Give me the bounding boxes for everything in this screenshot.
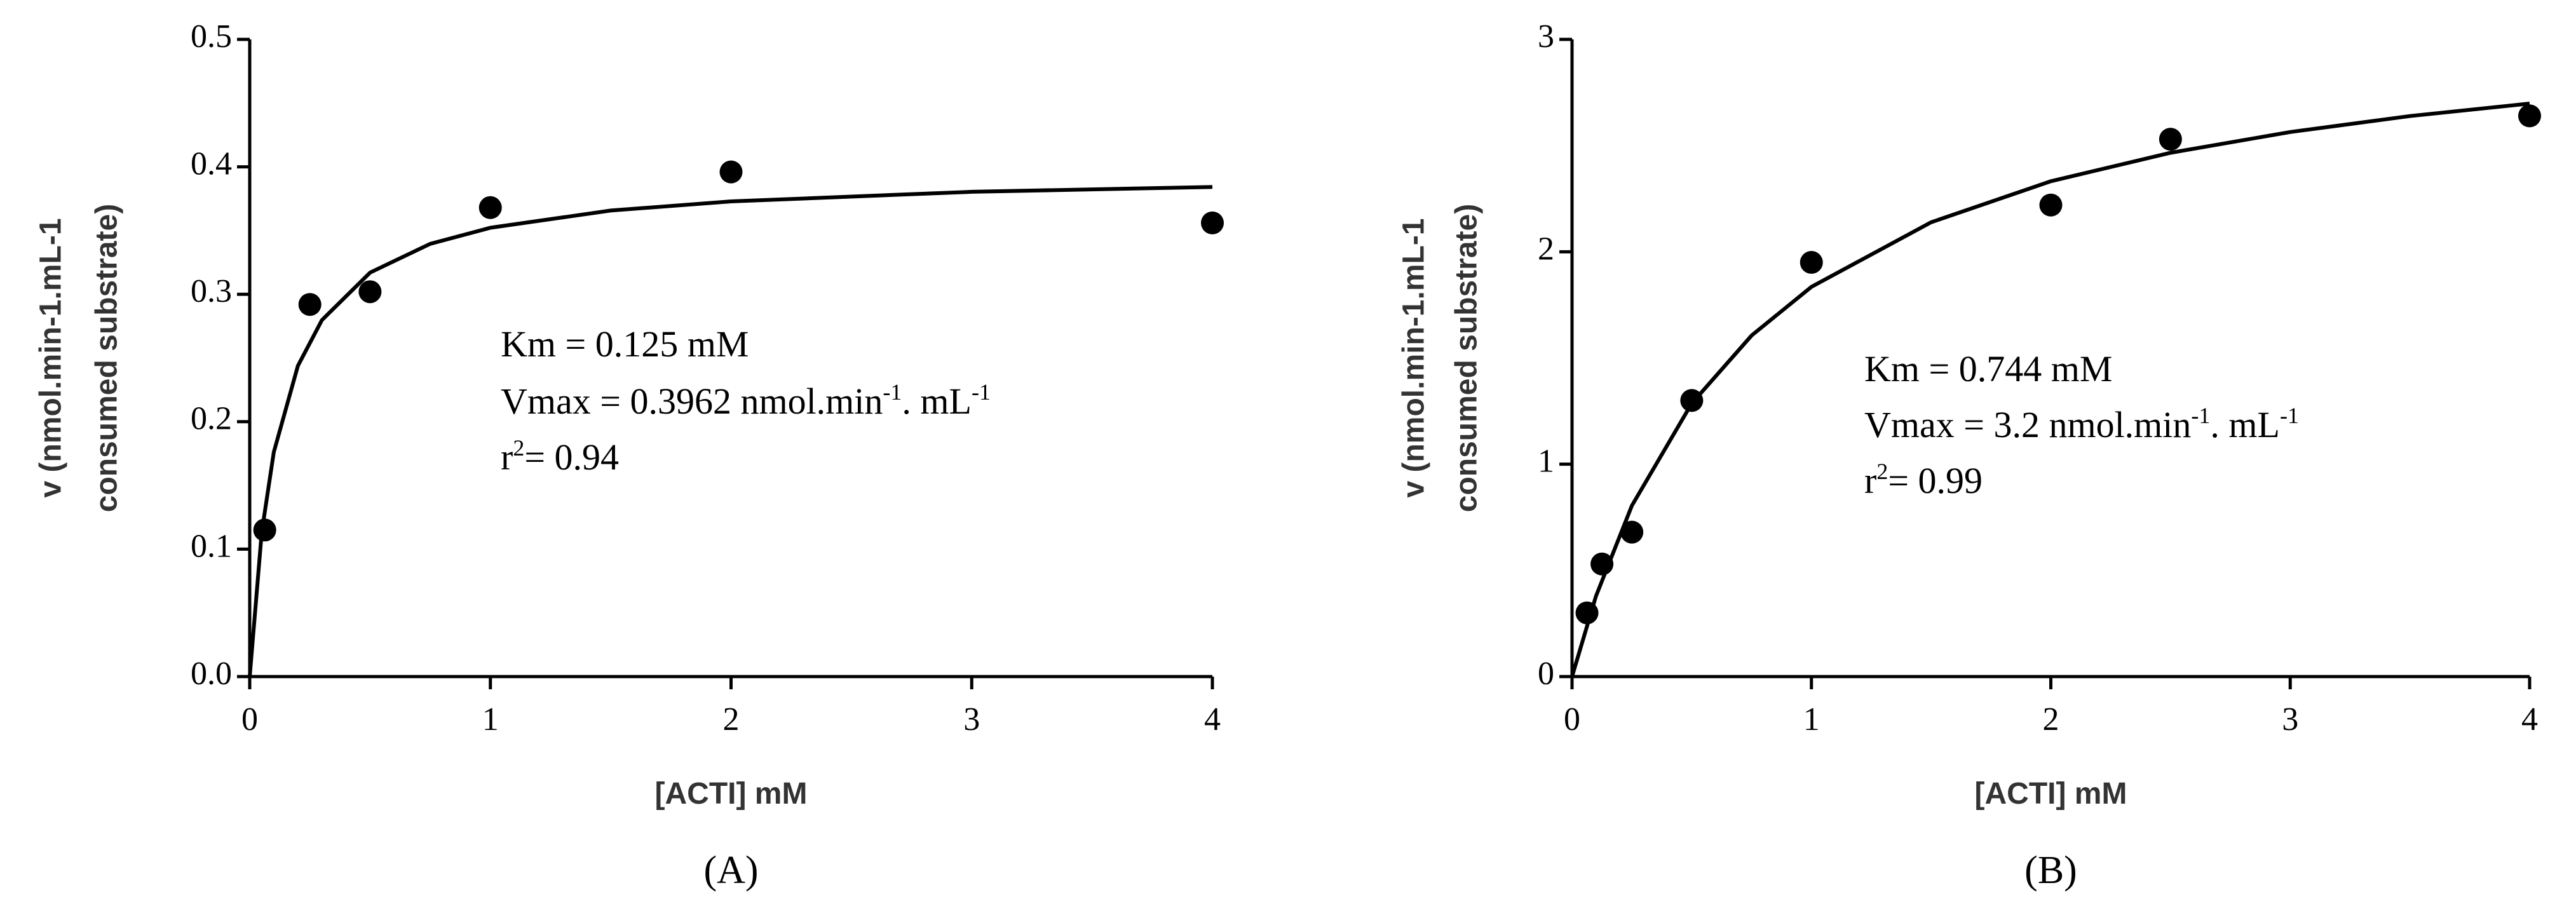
x-tick-label: 4 [2521, 701, 2538, 738]
y-tick-label: 2 [1538, 231, 1554, 267]
annotation-part: . mL [2210, 404, 2280, 445]
panel-label: (B) [2024, 849, 2077, 892]
superscript: -1 [883, 379, 902, 405]
data-point [2039, 193, 2063, 217]
annotation-part: . mL [902, 381, 972, 422]
annotation: Vmax = 3.2 nmol.min-1. mL-1 [1864, 403, 2299, 445]
annotation-part: r [1864, 460, 1876, 501]
data-point [1800, 251, 1823, 274]
x-tick-label: 4 [1204, 701, 1221, 738]
y-tick-label: 0.4 [191, 146, 232, 182]
y-axis-title: v (nmol.min-1.mL-1 [34, 218, 68, 497]
y-axis-title: consumed substrate) [1450, 204, 1484, 512]
annotation-part: = 0.94 [524, 436, 619, 478]
y-tick-label: 0.2 [191, 401, 232, 437]
data-point [253, 518, 276, 542]
y-tick-label: 0.5 [191, 18, 232, 55]
x-axis-title: [ACTI] mM [655, 777, 808, 811]
y-tick-label: 0.1 [191, 528, 232, 564]
y-tick-label: 0.3 [191, 273, 232, 309]
x-axis-title: [ACTI] mM [1975, 777, 2127, 811]
x-tick-label: 3 [963, 701, 980, 738]
x-tick-label: 2 [723, 701, 740, 738]
x-tick-label: 1 [482, 701, 499, 738]
annotation-part: = 0.99 [1888, 460, 1983, 501]
panel-label: (A) [703, 849, 758, 892]
annotation: Km = 0.125 mM [501, 323, 749, 365]
annotation-part: Vmax = 3.2 nmol.min [1864, 404, 2191, 445]
x-tick-label: 0 [1564, 701, 1580, 738]
annotation-part: Km = 0.125 mM [501, 323, 749, 365]
superscript: 2 [1876, 459, 1888, 484]
y-axis-title: v (nmol.min-1.mL-1 [1397, 218, 1431, 497]
annotation-part: Vmax = 0.3962 nmol.min [501, 381, 883, 422]
annotation-part: r [501, 436, 513, 478]
annotation: r2= 0.94 [501, 435, 619, 478]
data-point [2518, 104, 2541, 128]
x-tick-label: 2 [2043, 701, 2059, 738]
y-tick-label: 0 [1538, 656, 1554, 692]
y-axis-title: consumed substrate) [90, 204, 124, 512]
superscript: 2 [513, 435, 524, 461]
annotation: r2= 0.99 [1864, 459, 1983, 501]
x-tick-label: 0 [241, 701, 258, 738]
y-tick-label: 1 [1538, 443, 1554, 480]
annotation: Vmax = 0.3962 nmol.min-1. mL-1 [501, 379, 991, 422]
data-point [298, 293, 322, 316]
data-point [1620, 520, 1644, 544]
data-point [719, 160, 743, 184]
data-point [2159, 128, 2182, 151]
superscript: -1 [972, 379, 991, 405]
y-tick-label: 3 [1538, 18, 1554, 55]
x-tick-label: 3 [2282, 701, 2298, 738]
annotation: Km = 0.744 mM [1864, 348, 2112, 389]
fit-curve [1570, 102, 2530, 677]
x-tick-label: 1 [1803, 701, 1820, 738]
y-tick-label: 0.0 [191, 656, 232, 692]
fit-curve [248, 185, 1213, 677]
data-point [478, 196, 502, 219]
annotation-part: Km = 0.744 mM [1864, 348, 2112, 389]
data-point [358, 280, 382, 304]
superscript: -1 [2191, 403, 2210, 428]
superscript: -1 [2280, 403, 2299, 428]
data-point [1201, 211, 1224, 234]
